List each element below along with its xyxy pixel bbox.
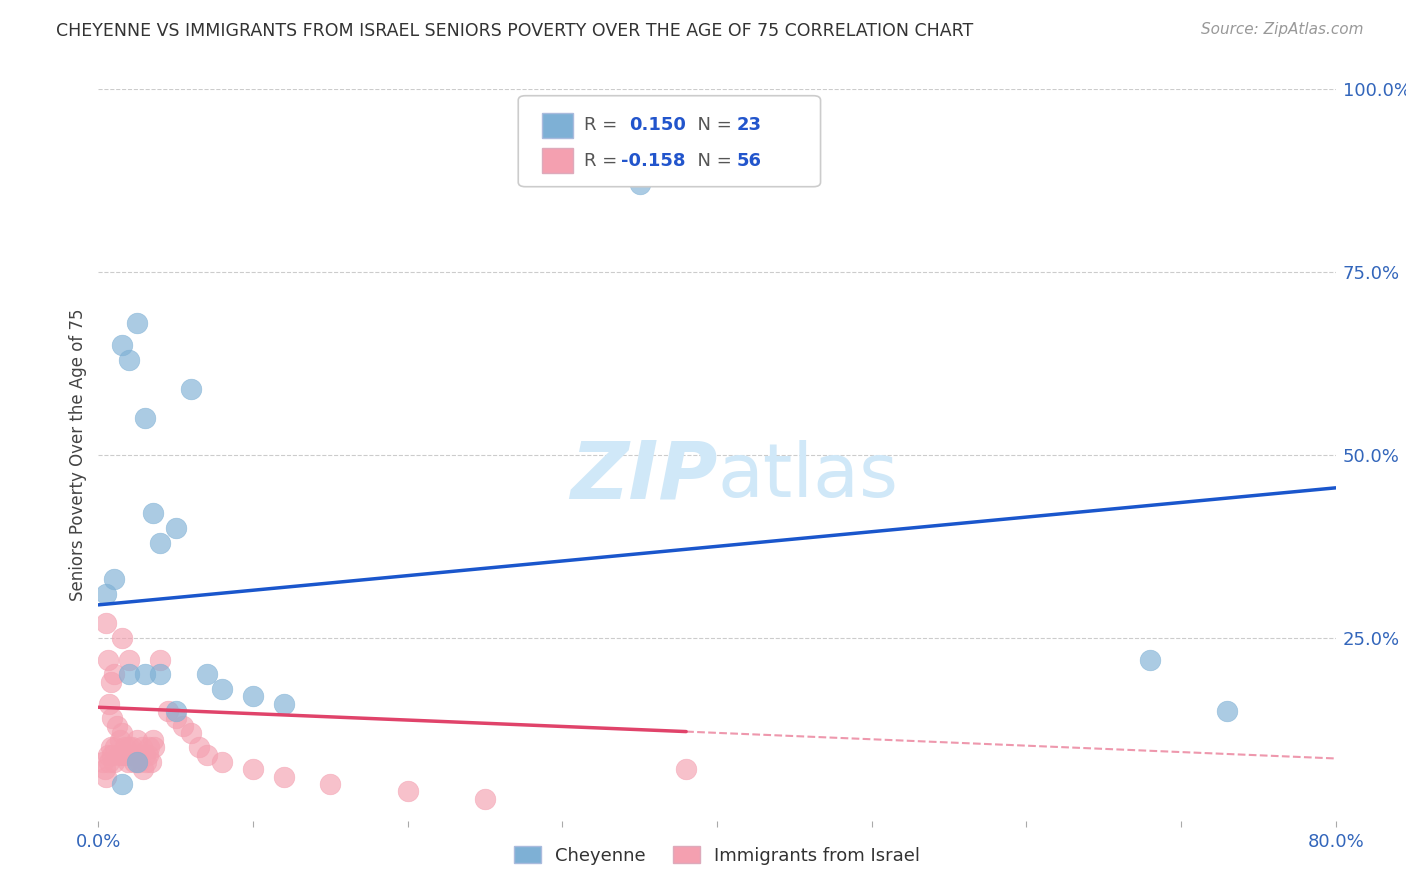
Point — [136, 747, 159, 762]
Point — [115, 747, 138, 762]
Point — [173, 718, 195, 732]
Point — [134, 667, 156, 681]
Text: CHEYENNE VS IMMIGRANTS FROM ISRAEL SENIORS POVERTY OVER THE AGE OF 75 CORRELATIO: CHEYENNE VS IMMIGRANTS FROM ISRAEL SENIO… — [56, 22, 973, 40]
Point — [111, 777, 134, 791]
Point — [111, 631, 134, 645]
Point — [118, 352, 141, 367]
Point — [112, 747, 135, 762]
Text: 56: 56 — [737, 152, 761, 169]
Point — [111, 726, 134, 740]
Text: R =: R = — [585, 116, 628, 134]
Y-axis label: Seniors Poverty Over the Age of 75: Seniors Poverty Over the Age of 75 — [69, 309, 87, 601]
Text: atlas: atlas — [717, 441, 898, 514]
Point — [143, 740, 166, 755]
Text: 23: 23 — [737, 116, 761, 134]
Point — [188, 740, 211, 755]
Point — [628, 178, 651, 192]
Point — [165, 704, 187, 718]
Point — [139, 755, 162, 769]
Point — [195, 667, 218, 681]
Text: N =: N = — [686, 152, 737, 169]
Point — [134, 411, 156, 425]
Point — [101, 747, 124, 762]
Point — [195, 747, 218, 762]
Point — [134, 747, 156, 762]
Point — [157, 704, 180, 718]
Point — [118, 667, 141, 681]
Point — [1139, 653, 1161, 667]
Text: ZIP: ZIP — [569, 438, 717, 516]
Text: N =: N = — [686, 116, 737, 134]
Point — [127, 316, 149, 330]
Point — [97, 653, 120, 667]
Point — [142, 507, 165, 521]
Text: 0.150: 0.150 — [630, 116, 686, 134]
Point — [131, 740, 153, 755]
Text: Source: ZipAtlas.com: Source: ZipAtlas.com — [1201, 22, 1364, 37]
Point — [96, 587, 118, 601]
Point — [93, 763, 115, 777]
Point — [117, 755, 139, 769]
Point — [111, 338, 134, 352]
Point — [100, 740, 122, 755]
Point — [122, 755, 145, 769]
Point — [675, 763, 697, 777]
Point — [108, 733, 131, 747]
Point — [132, 763, 155, 777]
Point — [142, 733, 165, 747]
Point — [127, 755, 149, 769]
Point — [129, 747, 152, 762]
Point — [135, 755, 157, 769]
Point — [180, 382, 202, 396]
Point — [103, 572, 125, 586]
Text: -0.158: -0.158 — [621, 152, 685, 169]
Point — [149, 535, 172, 549]
Point — [165, 521, 187, 535]
Point — [91, 755, 114, 769]
Point — [211, 681, 233, 696]
Point — [120, 747, 142, 762]
Legend: Cheyenne, Immigrants from Israel: Cheyenne, Immigrants from Israel — [505, 837, 929, 874]
Point — [96, 616, 118, 631]
Point — [273, 697, 295, 711]
Point — [1216, 704, 1239, 718]
Point — [149, 667, 172, 681]
Point — [127, 733, 149, 747]
Point — [242, 690, 264, 704]
Point — [107, 747, 129, 762]
Point — [273, 770, 295, 784]
Point — [242, 763, 264, 777]
Point — [101, 711, 124, 725]
Point — [105, 718, 128, 732]
Point — [138, 740, 160, 755]
Text: R =: R = — [585, 152, 623, 169]
Point — [103, 667, 125, 681]
Point — [100, 674, 122, 689]
Point — [118, 653, 141, 667]
Point — [211, 755, 233, 769]
Point — [474, 791, 496, 805]
Point — [124, 747, 146, 762]
Point — [121, 740, 143, 755]
Point — [114, 740, 136, 755]
Point — [319, 777, 342, 791]
Point — [96, 770, 118, 784]
Point — [97, 747, 120, 762]
Point — [180, 726, 202, 740]
Point — [128, 755, 150, 769]
Point — [396, 784, 419, 798]
Point — [149, 653, 172, 667]
Point — [98, 697, 121, 711]
Point — [104, 740, 127, 755]
Point — [103, 755, 125, 769]
Point — [98, 755, 121, 769]
Point — [118, 740, 141, 755]
Point — [165, 711, 187, 725]
